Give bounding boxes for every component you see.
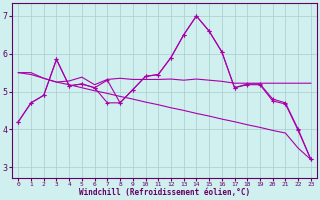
X-axis label: Windchill (Refroidissement éolien,°C): Windchill (Refroidissement éolien,°C) xyxy=(79,188,250,197)
